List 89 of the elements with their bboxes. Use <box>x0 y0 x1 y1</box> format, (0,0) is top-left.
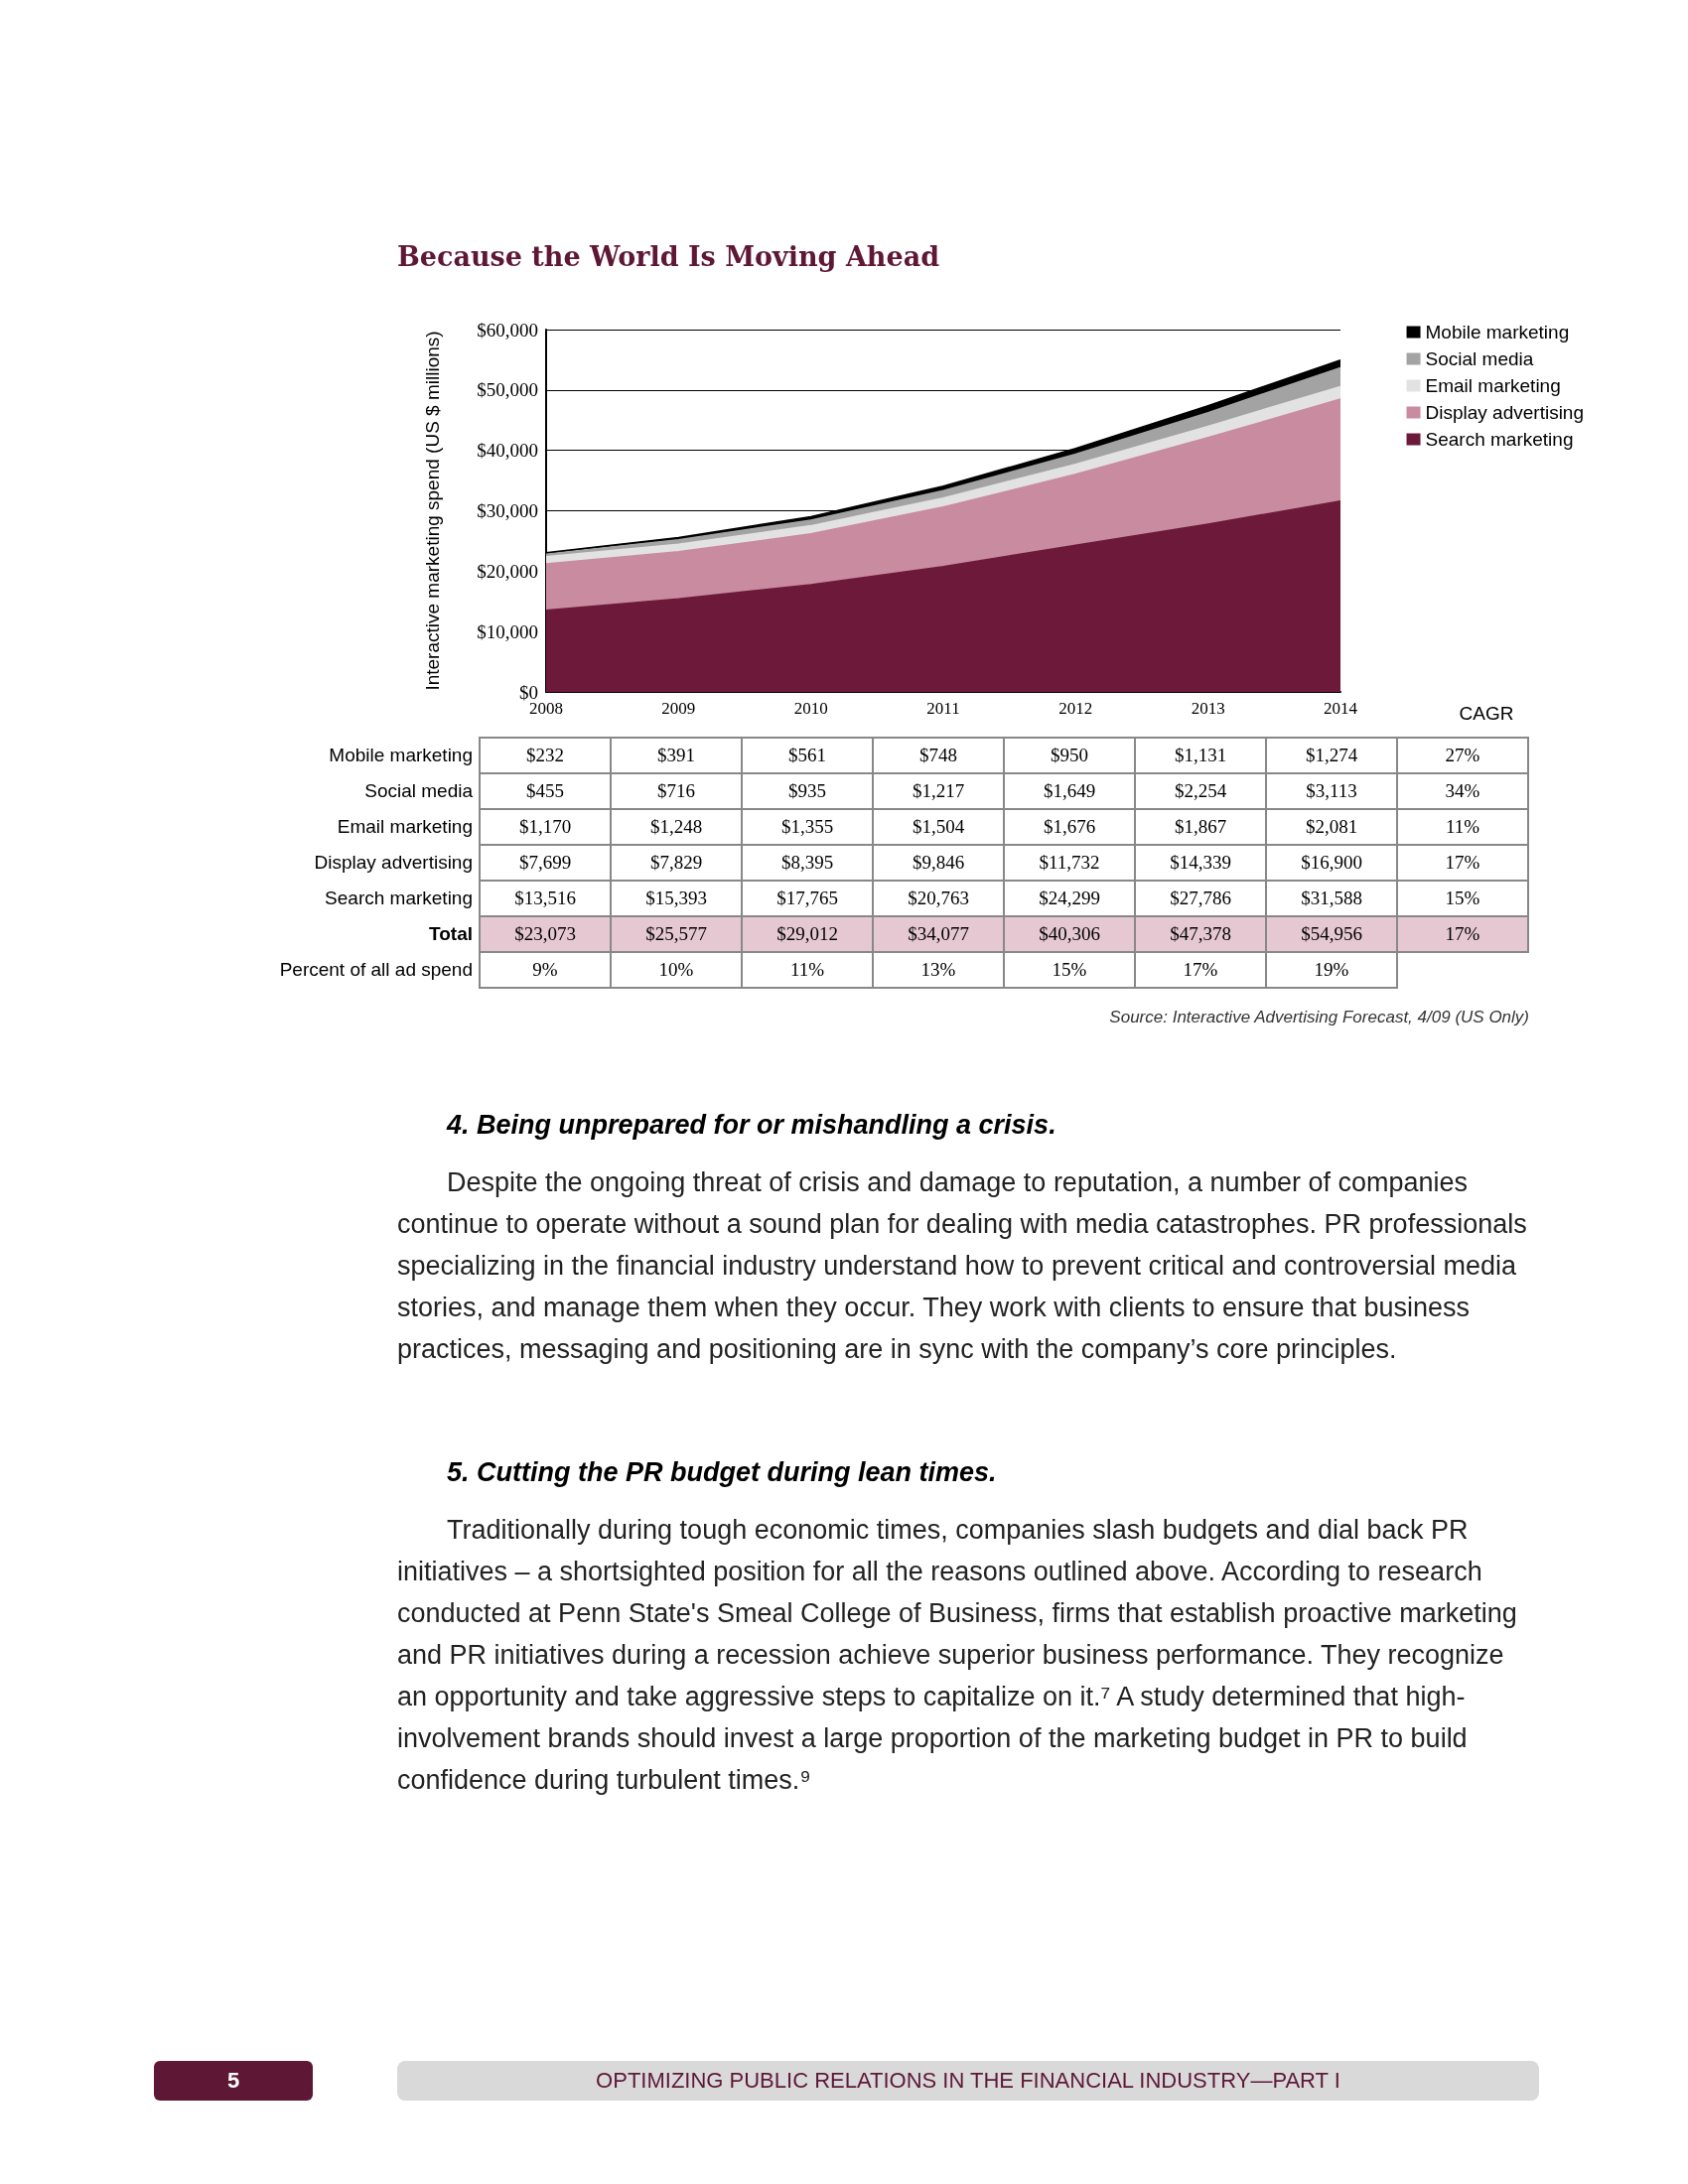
text: OPTIMIZING PUBLIC RELATIONS IN THE FINANCIAL INDUSTRY—PART I <box>397 2061 1539 2101</box>
text: CAGR <box>1458 703 1515 725</box>
data-label: $27,786 <box>1135 881 1266 916</box>
data-label: $748 <box>873 738 1004 773</box>
x-tick-label: 2012 <box>1058 699 1093 718</box>
y-tick-label: $40,000 <box>477 440 538 462</box>
data-label: $3,113 <box>1266 773 1397 809</box>
text: 13% <box>873 952 1004 988</box>
text: Despite the ongoing threat of crisis and damage to reputation, a number of companies continue to operate without a sound plan for dealing with media catastrophes. PR professionals specializing in the financial industry understand how to prevent critical and controversial media stories, and manage them when they occur. They work with clients to ensure that business practices, messaging and positioning are in sync with the company’s core principles. <box>397 1166 1528 1366</box>
legend-label: Email marketing <box>1425 375 1561 396</box>
data-label: $9,846 <box>873 845 1004 881</box>
text: 17% <box>1397 845 1528 881</box>
data-label: $8,395 <box>742 845 873 881</box>
data-label: $561 <box>742 738 873 773</box>
y-tick-label: $50,000 <box>477 379 538 401</box>
y-tick-label: $10,000 <box>477 620 538 642</box>
data-label: $1,676 <box>1004 809 1135 845</box>
data-label: $1,170 <box>480 809 611 845</box>
text: Mobile marketing <box>329 745 473 765</box>
data-label: $20,763 <box>873 881 1004 916</box>
y-tick-label: $30,000 <box>477 500 538 521</box>
text: Social media <box>364 780 473 801</box>
legend-label: Social media <box>1425 348 1534 369</box>
text: 9% <box>480 952 611 988</box>
data-label: $1,867 <box>1135 809 1266 845</box>
data-label: $31,588 <box>1266 881 1397 916</box>
x-tick-label: 2010 <box>793 699 828 718</box>
data-label: $14,339 <box>1135 845 1266 881</box>
y-tick-label: $60,000 <box>477 319 538 341</box>
data-label: $1,217 <box>873 773 1004 809</box>
text: 5 <box>154 2061 313 2101</box>
text: Percent of all ad spend <box>278 958 474 982</box>
text: $23,073 <box>480 916 611 952</box>
data-label: $16,900 <box>1266 845 1397 881</box>
legend-label: Mobile marketing <box>1425 322 1570 342</box>
data-label: $1,131 <box>1135 738 1266 773</box>
data-label: $17,765 <box>742 881 873 916</box>
text: $25,577 <box>611 916 742 952</box>
y-tick-label: $20,000 <box>477 560 538 582</box>
text: Display advertising <box>314 852 473 873</box>
text: $34,077 <box>873 916 1004 952</box>
text: 19% <box>1266 952 1397 988</box>
x-tick-label: 2014 <box>1324 699 1358 718</box>
data-label: $1,504 <box>873 809 1004 845</box>
text: 27% <box>1397 738 1528 773</box>
data-label: $1,355 <box>742 809 873 845</box>
text: Search marketing <box>325 887 473 908</box>
x-tick-label: 2011 <box>926 699 960 718</box>
data-label: $24,299 <box>1004 881 1135 916</box>
data-label: $1,274 <box>1266 738 1397 773</box>
x-tick-label: 2009 <box>661 699 696 718</box>
text: 15% <box>1004 952 1135 988</box>
data-label: $1,248 <box>611 809 742 845</box>
text: $29,012 <box>742 916 873 952</box>
text: 11% <box>742 952 873 988</box>
text: 10% <box>611 952 742 988</box>
text: 5. Cutting the PR budget during lean times. <box>447 1457 997 1488</box>
text: $47,378 <box>1135 916 1266 952</box>
data-label: $2,254 <box>1135 773 1266 809</box>
legend-label: Display advertising <box>1425 402 1585 423</box>
text: Traditionally during tough economic times, companies slash budgets and dial back PR initiatives – a shortsighted position for all the reasons outlined above. According to research conducted at Penn State's Smeal College of Business, firms that establish proactive marketing and PR initiatives during a recession achieve superior business performance. They recognize an opportunity and take aggressive steps to capitalize on it.⁷ A study determined that high-involvement brands should invest a large proportion of the marketing budget in PR to build confidence during turbulent times.⁹ <box>397 1514 1518 1797</box>
data-label: $2,081 <box>1266 809 1397 845</box>
data-label: $232 <box>480 738 611 773</box>
chart-title: Because the World Is Moving Ahead <box>397 241 940 272</box>
data-label: $391 <box>611 738 742 773</box>
data-label: $15,393 <box>611 881 742 916</box>
text: 15% <box>1397 881 1528 916</box>
data-label: $7,699 <box>480 845 611 881</box>
data-label: $1,649 <box>1004 773 1135 809</box>
data-label: $7,829 <box>611 845 742 881</box>
x-tick-label: 2013 <box>1191 699 1225 718</box>
data-label: $11,732 <box>1004 845 1135 881</box>
data-label: $455 <box>480 773 611 809</box>
legend-label: Search marketing <box>1425 429 1574 450</box>
text: $40,306 <box>1004 916 1135 952</box>
source-note: Source: Interactive Advertising Forecast, 4/09 (US Only) <box>1109 1008 1529 1027</box>
data-label: $13,516 <box>480 881 611 916</box>
text: 17% <box>1397 916 1528 952</box>
data-label: $950 <box>1004 738 1135 773</box>
data-label: $716 <box>611 773 742 809</box>
text: 4. Being unprepared for or mishandling a crisis. <box>447 1110 1056 1141</box>
text: 17% <box>1135 952 1266 988</box>
y-axis-title: Interactive marketing spend (US $ millions) <box>422 331 443 691</box>
text: 34% <box>1397 773 1528 809</box>
data-label: $935 <box>742 773 873 809</box>
text: 11% <box>1397 809 1528 845</box>
text: Total <box>428 922 474 946</box>
text: $54,956 <box>1266 916 1397 952</box>
text: Email marketing <box>337 816 473 837</box>
